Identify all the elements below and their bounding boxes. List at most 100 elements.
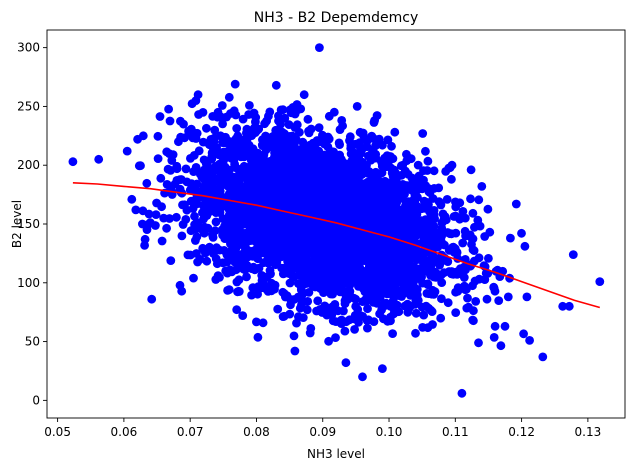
scatter-point <box>261 178 270 188</box>
scatter-point <box>247 131 257 141</box>
scatter-point <box>194 146 204 156</box>
scatter-point <box>282 195 291 205</box>
scatter-point <box>382 151 392 161</box>
scatter-point <box>315 240 325 250</box>
scatter-point <box>292 120 302 130</box>
scatter-point <box>162 147 172 157</box>
scatter-point <box>162 223 172 233</box>
scatter-point <box>339 306 348 316</box>
scatter-point <box>215 273 224 282</box>
scatter-point <box>251 117 260 127</box>
scatter-point <box>437 231 446 241</box>
scatter-point <box>253 332 263 342</box>
scatter-point <box>430 287 440 297</box>
scatter-point <box>180 200 190 210</box>
scatter-point <box>386 163 396 173</box>
scatter-point <box>211 217 221 227</box>
scatter-point <box>269 174 279 184</box>
scatter-point <box>436 200 446 210</box>
scatter-point <box>244 214 254 224</box>
scatter-point <box>177 231 187 241</box>
scatter-point <box>351 189 361 199</box>
scatter-point <box>401 182 410 192</box>
scatter-point <box>267 278 276 288</box>
scatter-point <box>304 152 313 162</box>
scatter-point <box>301 176 311 186</box>
scatter-point <box>387 282 396 292</box>
scatter-point <box>200 228 209 237</box>
scatter-point <box>240 265 250 275</box>
scatter-point <box>336 265 345 275</box>
scatter-point <box>285 151 294 161</box>
scatter-point <box>496 341 506 351</box>
scatter-point <box>227 144 237 154</box>
scatter-point <box>300 207 310 217</box>
scatter-point <box>299 225 309 235</box>
scatter-point <box>312 189 322 199</box>
scatter-point <box>210 125 220 135</box>
scatter-point <box>595 277 605 286</box>
scatter-point <box>341 358 351 368</box>
scatter-point <box>321 138 330 148</box>
scatter-point <box>362 136 371 145</box>
scatter-point <box>474 338 483 348</box>
scatter-point <box>299 90 309 100</box>
scatter-point <box>257 152 267 162</box>
scatter-point <box>213 107 223 117</box>
scatter-point <box>244 163 254 173</box>
scatter-point <box>290 346 300 356</box>
scatter-point <box>213 174 223 184</box>
scatter-point <box>219 155 229 165</box>
scatter-point <box>269 199 279 209</box>
x-axis-ticks: 0.05 0.06 0.07 0.08 0.09 0.10 0.11 0.12 0.13 <box>44 418 601 439</box>
scatter-point <box>511 199 521 209</box>
scatter-point <box>296 295 306 304</box>
scatter-point <box>292 318 301 328</box>
scatter-point <box>276 119 285 129</box>
scatter-point <box>437 223 447 233</box>
scatter-point <box>274 111 283 121</box>
y-axis-ticks: 0 50 100 150 200 250 300 <box>17 41 47 407</box>
scatter-point <box>458 238 468 248</box>
scatter-point <box>362 296 372 305</box>
scatter-point <box>357 255 367 265</box>
scatter-point <box>419 310 429 320</box>
scatter-point <box>392 205 401 215</box>
scatter-point <box>413 295 423 305</box>
scatter-point <box>164 104 174 114</box>
scatter-point <box>500 321 510 331</box>
scatter-point <box>402 149 411 159</box>
scatter-point <box>411 308 421 318</box>
scatter-point <box>345 132 355 142</box>
scatter-point <box>144 209 154 219</box>
scatter-point <box>191 236 200 245</box>
scatter-point <box>231 223 241 233</box>
scatter-point <box>230 79 240 89</box>
scatter-point <box>252 176 262 186</box>
scatter-point <box>330 206 339 216</box>
chart-title: NH3 - B2 Depemdemcy <box>254 10 418 26</box>
scatter-point <box>350 325 359 334</box>
scatter-point <box>304 288 314 297</box>
scatter-point <box>369 298 378 307</box>
scatter-point <box>382 289 392 299</box>
scatter-point <box>203 156 213 166</box>
fit-curve <box>72 182 601 309</box>
scatter-point <box>443 298 453 308</box>
scatter-point <box>192 179 202 189</box>
scatter-point <box>337 256 347 266</box>
scatter-point <box>338 164 348 174</box>
scatter-point <box>350 196 359 206</box>
scatter-point <box>286 108 296 118</box>
scatter-point <box>237 250 247 260</box>
scatter-point <box>411 328 420 338</box>
scatter-point <box>175 184 185 194</box>
scatter-point <box>470 276 480 286</box>
scatter-point <box>374 137 384 147</box>
scatter-point <box>283 256 292 266</box>
scatter-point <box>519 329 528 339</box>
scatter-point <box>237 240 247 250</box>
scatter-point <box>312 203 322 213</box>
scatter-point <box>290 202 300 211</box>
